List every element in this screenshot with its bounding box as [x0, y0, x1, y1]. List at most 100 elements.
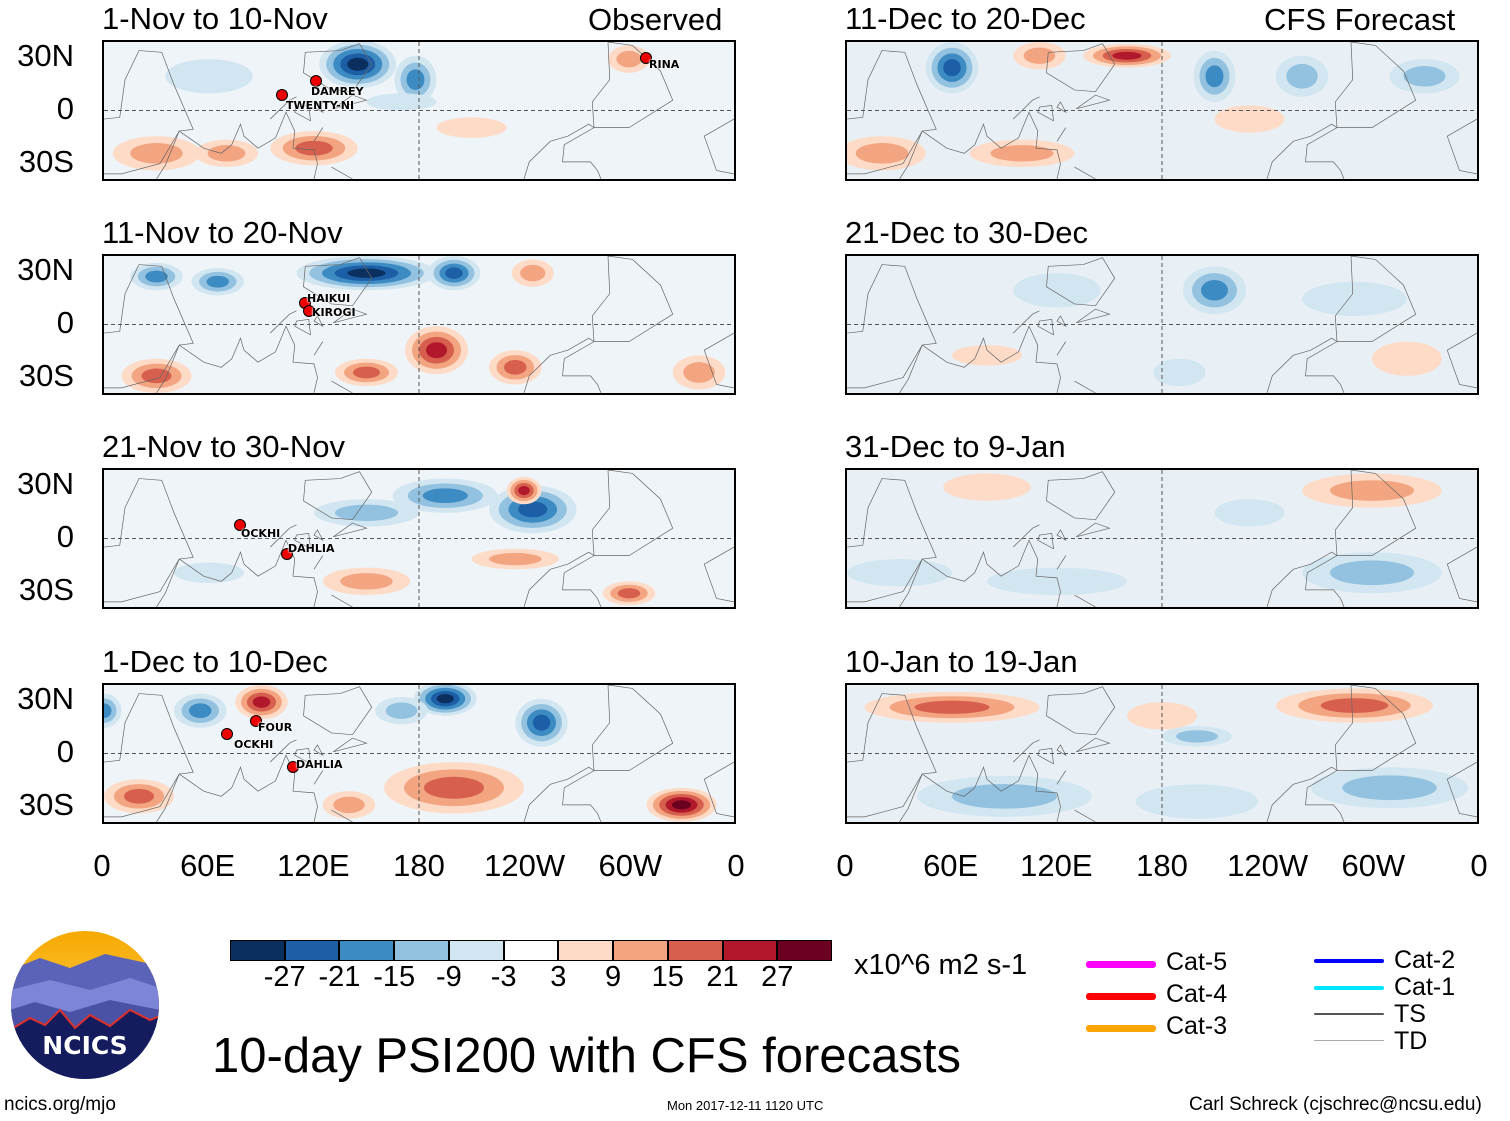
anomaly-contour: [124, 788, 154, 804]
coastline: [1057, 771, 1096, 822]
anomaly-contour: [130, 143, 183, 164]
storm-marker-icon[interactable]: [281, 548, 293, 560]
colorbar-label: -27: [263, 961, 306, 993]
storm-marker-icon[interactable]: [310, 75, 322, 87]
legend-label: Cat-2: [1394, 946, 1456, 974]
storm-marker-icon[interactable]: [640, 52, 652, 64]
anomaly-contour: [366, 93, 437, 111]
storm-marker-icon[interactable]: [287, 761, 299, 773]
lat-tick-label: 30N: [17, 38, 74, 73]
psi200-map-panel: [845, 683, 1479, 824]
anomaly-contour: [1013, 273, 1101, 308]
lon-tick-label: 0: [836, 848, 854, 883]
coastline: [304, 258, 372, 306]
anomaly-contour: [1286, 63, 1318, 89]
colorbar-units: x10^6 m2 s-1: [854, 949, 1028, 981]
footer-left[interactable]: ncics.org/mjo: [4, 1094, 116, 1115]
psi200-map-panel: [845, 40, 1479, 181]
colorbar-swatch: [394, 940, 449, 961]
anomaly-contour: [445, 267, 463, 279]
storm-label: OCKHI: [241, 527, 281, 540]
storm-label: DAHLIA: [296, 758, 343, 771]
panel-title: 11-Nov to 20-Nov: [102, 215, 343, 250]
anomaly-contour: [1201, 279, 1228, 301]
coastline: [104, 265, 193, 388]
coastline: [314, 556, 353, 607]
storm-marker-icon[interactable]: [303, 305, 315, 317]
lat-tick-label: 30S: [18, 572, 74, 607]
anomaly-contour: [847, 559, 952, 587]
anomaly-contour: [489, 552, 542, 566]
coastline: [1447, 119, 1477, 174]
colorbar-swatch: [777, 940, 832, 961]
storm-label: RINA: [649, 58, 680, 71]
coastline: [900, 755, 1061, 822]
coastline: [847, 265, 936, 388]
legend-line-td: [1314, 1040, 1384, 1041]
storm-marker-icon[interactable]: [234, 519, 246, 531]
colorbar-label: 9: [605, 961, 622, 993]
anomaly-contour: [141, 368, 172, 384]
lon-tick-label: 60E: [923, 848, 979, 883]
lat-tick-label: 30S: [18, 358, 74, 393]
lat-tick-label: 0: [56, 305, 74, 340]
storm-marker-icon[interactable]: [250, 715, 262, 727]
storm-marker-icon[interactable]: [221, 728, 233, 740]
legend-line-cat-2: [1314, 959, 1384, 963]
lat-tick-label: 30S: [18, 787, 74, 822]
anomaly-contour: [952, 783, 1057, 809]
anomaly-contour: [952, 345, 1022, 366]
storm-label: DAMREY: [311, 85, 364, 98]
anomaly-contour: [518, 485, 530, 496]
legend-label: Cat-1: [1394, 973, 1456, 1001]
anomaly-contour: [189, 703, 212, 719]
coastline: [1013, 95, 1109, 121]
anomaly-contour: [295, 140, 333, 156]
coastline: [1447, 762, 1477, 817]
coastline: [1335, 256, 1416, 342]
coastline: [1013, 523, 1109, 549]
anomaly-contour: [424, 776, 484, 799]
anomaly-contour: [347, 268, 386, 278]
anomaly-contour: [1176, 730, 1218, 743]
storm-marker-icon[interactable]: [276, 89, 288, 101]
lon-tick-label: 180: [393, 848, 445, 883]
anomaly-contour: [385, 702, 418, 719]
anomaly-contour: [518, 501, 548, 518]
lon-tick-label: 120E: [1020, 848, 1093, 883]
lat-tick-label: 30N: [17, 252, 74, 287]
lat-tick-label: 0: [56, 519, 74, 554]
anomaly-contour: [206, 275, 229, 288]
anomaly-contour: [1205, 65, 1224, 88]
coastline: [270, 95, 366, 121]
lon-tick-label: 120E: [277, 848, 350, 883]
panel-title: 31-Dec to 9-Jan: [845, 429, 1066, 464]
coastline: [1047, 472, 1115, 520]
coastline: [704, 119, 734, 174]
lat-tick-label: 30N: [17, 466, 74, 501]
colorbar-label: -9: [436, 961, 462, 993]
storm-label: FOUR: [258, 721, 293, 734]
coastline: [592, 470, 673, 556]
panel-title: 11-Dec to 20-Dec: [845, 1, 1086, 36]
panel-title: 21-Nov to 30-Nov: [102, 429, 345, 464]
anomaly-contour: [436, 117, 507, 138]
coastline: [1057, 128, 1096, 179]
lon-tick-label: 60E: [180, 848, 236, 883]
colorbar-label: 3: [550, 961, 567, 993]
legend-line-cat-5: [1086, 961, 1156, 968]
anomaly-contour: [340, 573, 393, 590]
lon-tick-label: 120W: [484, 848, 566, 883]
coastline: [704, 333, 734, 388]
coastline: [157, 540, 318, 607]
lon-tick-label: 60W: [598, 848, 663, 883]
coastline: [270, 738, 366, 764]
logo-text: NCICS: [42, 1031, 127, 1060]
colorbar-swatch: [558, 940, 614, 961]
colorbar-swatch: [284, 940, 340, 961]
coastline: [1047, 687, 1115, 735]
anomaly-contour: [333, 796, 365, 814]
colorbar-swatch: [503, 940, 559, 961]
anomaly-contour: [1302, 281, 1407, 316]
anomaly-contour: [1320, 698, 1389, 713]
